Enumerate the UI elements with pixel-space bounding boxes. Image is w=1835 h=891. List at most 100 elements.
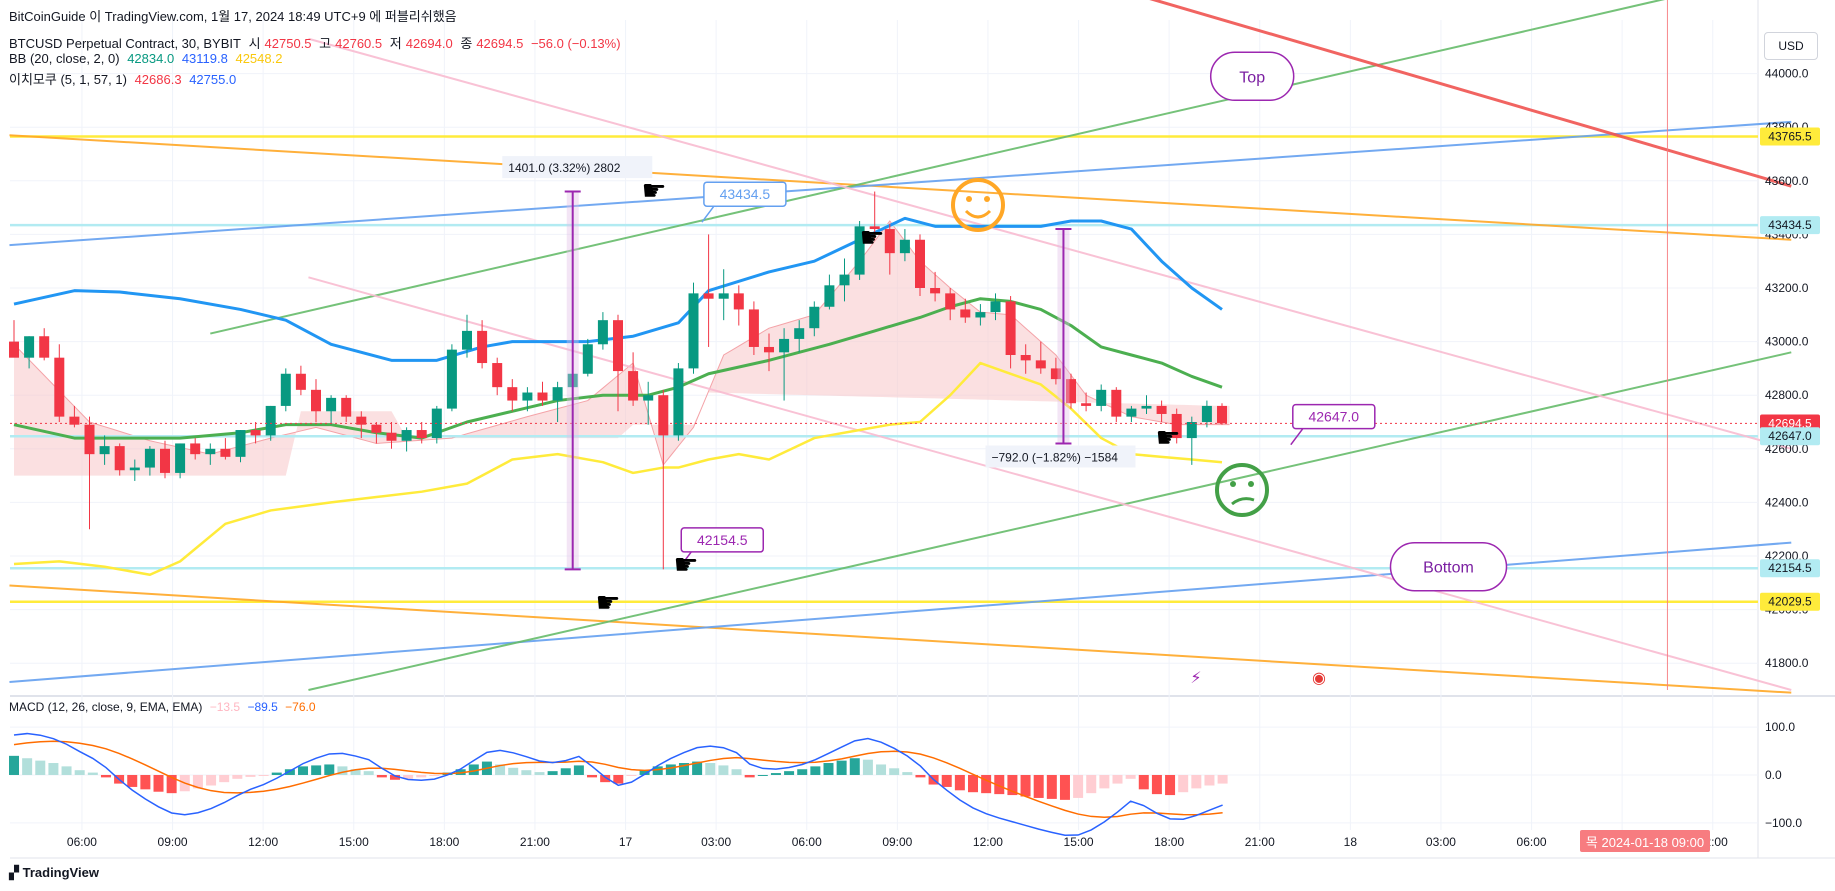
bb-lower-value: 42548.2 [235,51,283,66]
candle [794,328,805,339]
macd-histogram-bar [219,774,230,783]
sad-face-icon [1215,463,1269,517]
macd-histogram-bar [876,764,887,775]
macd-histogram-bar [941,774,952,787]
face-mouth [964,209,992,219]
face-eye [1230,481,1236,487]
price-axis-badge-label: 42029.5 [1768,595,1812,609]
face-eye [966,196,972,202]
speech-bubble-label: Bottom [1423,560,1474,577]
macd-histogram-bar [1217,774,1228,784]
macd-histogram-bar [61,766,72,775]
candle [597,320,608,345]
currency-button[interactable]: USD [1764,32,1818,60]
price-callout-label: 43434.5 [720,186,771,202]
candle [522,392,533,401]
candle [915,239,925,288]
pointing-hand-icon: ☛ [1155,421,1180,454]
macd-histogram-bar [1046,774,1057,799]
y-tick-label: 44000.0 [1765,67,1809,81]
macd-histogram-bar [1099,774,1110,789]
candle [854,226,865,275]
macd-histogram-bar [534,772,545,775]
macd-histogram-bar [784,771,795,775]
macd-histogram-bar [311,765,322,775]
candle [205,448,216,455]
tradingview-logo: ▞ TradingView [9,865,99,881]
trend-line [9,120,1792,247]
candle [356,416,367,425]
candle [1035,360,1046,369]
candle [1050,368,1061,380]
candle [39,336,50,358]
candle [114,446,125,471]
candle [718,293,729,299]
candle [673,368,684,436]
candle [462,330,472,350]
macd-histogram-bar [166,774,177,794]
candle [899,239,910,254]
callout-pointer [1290,428,1304,446]
bb-basis-line [13,297,1223,440]
macd-histogram-bar [902,772,913,775]
macd-histogram-bar [718,765,729,775]
candle [129,467,140,471]
candle [190,443,201,455]
macd-hist-value: −13.5 [209,700,241,714]
macd-histogram-bar [298,766,309,775]
candle [613,320,623,372]
candle [1217,405,1227,424]
x-tick-label: 18:00 [429,835,459,849]
callout-pointer [701,205,715,223]
macd-histogram-bar [245,774,256,777]
macd-histogram-bar [1165,774,1176,796]
x-tick-label: 09:00 [158,835,188,849]
macd-histogram-bar [403,774,414,779]
macd-pane[interactable] [9,732,1228,837]
price-pane[interactable]: 1401.0 (3.32%) 2802 −792.0 (−1.82%) −1584… [9,0,1792,694]
range-label-bg [502,156,653,179]
ichimoku-label: 이치모쿠 (5, 1, 57, 1) [9,72,127,87]
candle [582,344,593,374]
candle [250,430,261,436]
candle [960,309,971,318]
low-label: 저 [389,36,402,51]
candle [235,430,246,457]
ichimoku-legend: 이치모쿠 (5, 1, 57, 1) 42686.3 42755.0 [9,69,240,88]
macd-histogram-bar [468,764,479,775]
candle [311,389,321,412]
bb-legend: BB (20, close, 2, 0) 42834.0 43119.8 425… [9,51,286,66]
macd-histogram-bar [48,763,59,775]
candle [1081,403,1092,406]
macd-histogram-bar [678,763,689,775]
macd-histogram-bar [87,772,98,775]
macd-histogram-bar [981,774,992,794]
candle [416,430,427,439]
macd-histogram-bar [1007,774,1018,796]
open-label: 시 [248,36,261,51]
macd-histogram-bar [1059,774,1070,800]
candle [688,293,699,369]
candle [809,306,820,329]
tradingview-mark-icon: ▞ [9,865,23,880]
trend-line [308,37,1792,450]
price-axis-badge [1760,427,1820,446]
macd-histogram-bar [692,761,703,775]
macd-histogram-bar [600,774,611,783]
high-label: 고 [319,36,332,51]
macd-legend: MACD (12, 26, close, 9, EMA, EMA) −13.5 … [9,700,320,714]
x-tick-label: 06:00 [67,835,97,849]
candle [401,430,412,441]
macd-histogram-bar [889,768,900,775]
macd-histogram-bar [1204,774,1215,786]
candle [1126,408,1137,417]
y-tick-label: 43200.0 [1765,281,1809,295]
face-eye [1248,481,1254,487]
trend-line [9,584,1792,694]
macd-histogram-bar [324,764,335,775]
y-tick-label: 41800.0 [1765,656,1809,670]
x-tick-label: 15:00 [339,835,369,849]
macd-histogram-bar [1112,774,1123,784]
macd-histogram-bar [376,774,387,778]
